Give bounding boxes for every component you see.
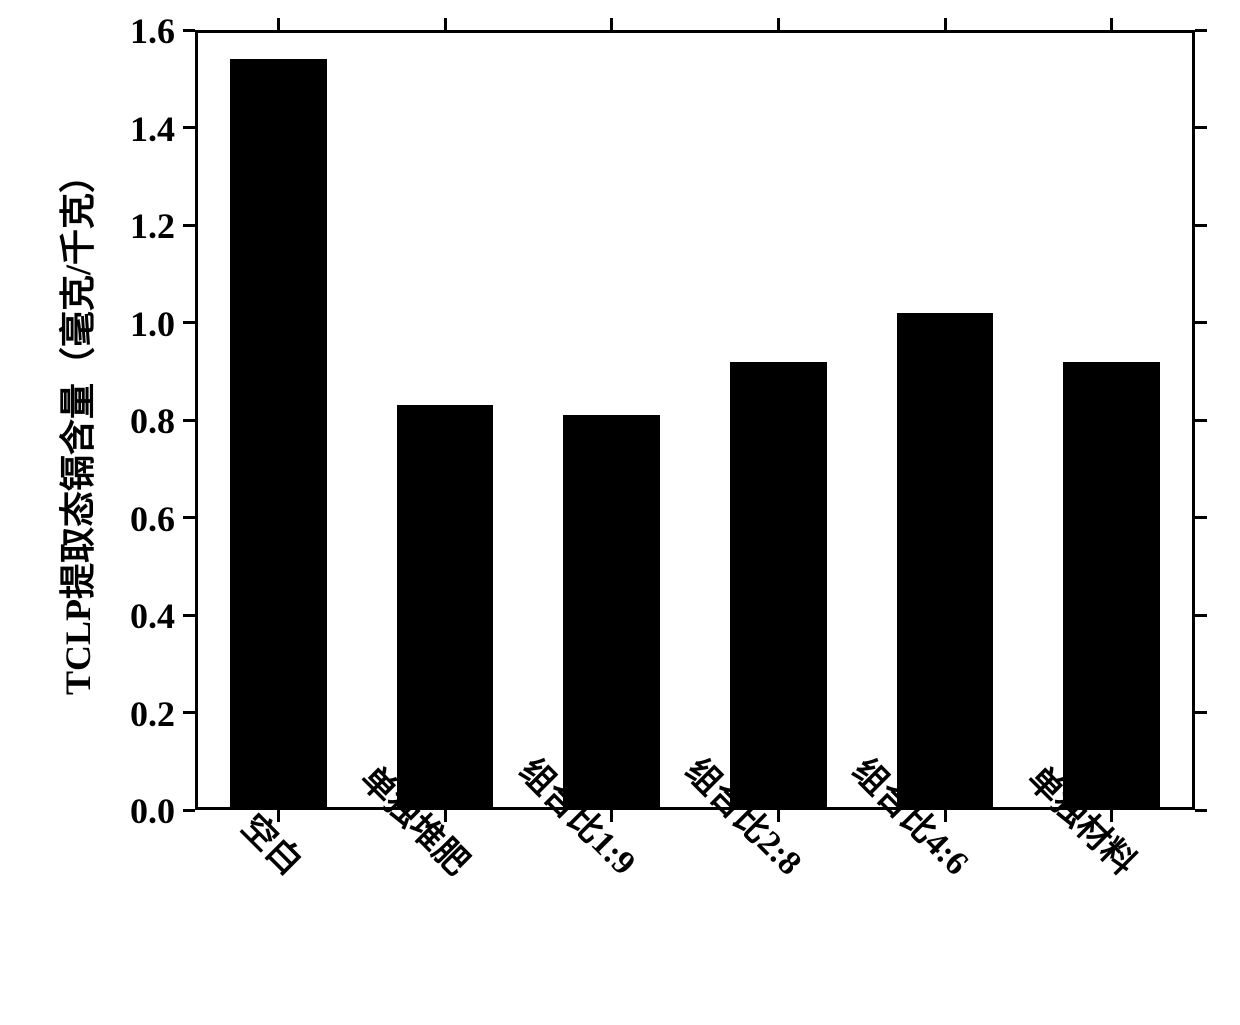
y-tick-mark-right	[1195, 126, 1207, 129]
y-tick-mark-right	[1195, 419, 1207, 422]
y-tick-mark-right	[1195, 711, 1207, 714]
bar	[1063, 362, 1160, 811]
y-tick-label: 1.2	[130, 205, 175, 247]
y-tick-mark-right	[1195, 809, 1207, 812]
y-tick-mark	[183, 614, 195, 617]
y-tick-mark-right	[1195, 516, 1207, 519]
y-tick-mark	[183, 321, 195, 324]
x-tick-mark-top	[277, 18, 280, 30]
y-tick-label: 0.6	[130, 498, 175, 540]
bar	[397, 405, 494, 810]
y-tick-mark	[183, 126, 195, 129]
y-tick-mark	[183, 809, 195, 812]
y-tick-label: 0.8	[130, 400, 175, 442]
y-tick-label: 1.4	[130, 108, 175, 150]
y-tick-mark	[183, 29, 195, 32]
y-tick-mark-right	[1195, 321, 1207, 324]
x-tick-mark-top	[944, 18, 947, 30]
y-tick-label: 0.0	[130, 790, 175, 832]
y-tick-mark	[183, 516, 195, 519]
y-tick-label: 1.6	[130, 10, 175, 52]
y-tick-mark-right	[1195, 614, 1207, 617]
y-tick-label: 1.0	[130, 303, 175, 345]
plot-area	[195, 30, 1195, 810]
y-tick-mark-right	[1195, 224, 1207, 227]
y-tick-mark-right	[1195, 29, 1207, 32]
x-tick-mark-top	[1110, 18, 1113, 30]
x-tick-mark-top	[444, 18, 447, 30]
y-tick-mark	[183, 224, 195, 227]
y-tick-mark	[183, 711, 195, 714]
y-tick-label: 0.4	[130, 595, 175, 637]
x-tick-mark-top	[610, 18, 613, 30]
x-tick-mark-top	[777, 18, 780, 30]
chart-container: TCLP提取态镉含量（毫克/千克） 0.00.20.40.60.81.01.21…	[0, 0, 1240, 1025]
bar	[563, 415, 660, 810]
y-tick-mark	[183, 419, 195, 422]
